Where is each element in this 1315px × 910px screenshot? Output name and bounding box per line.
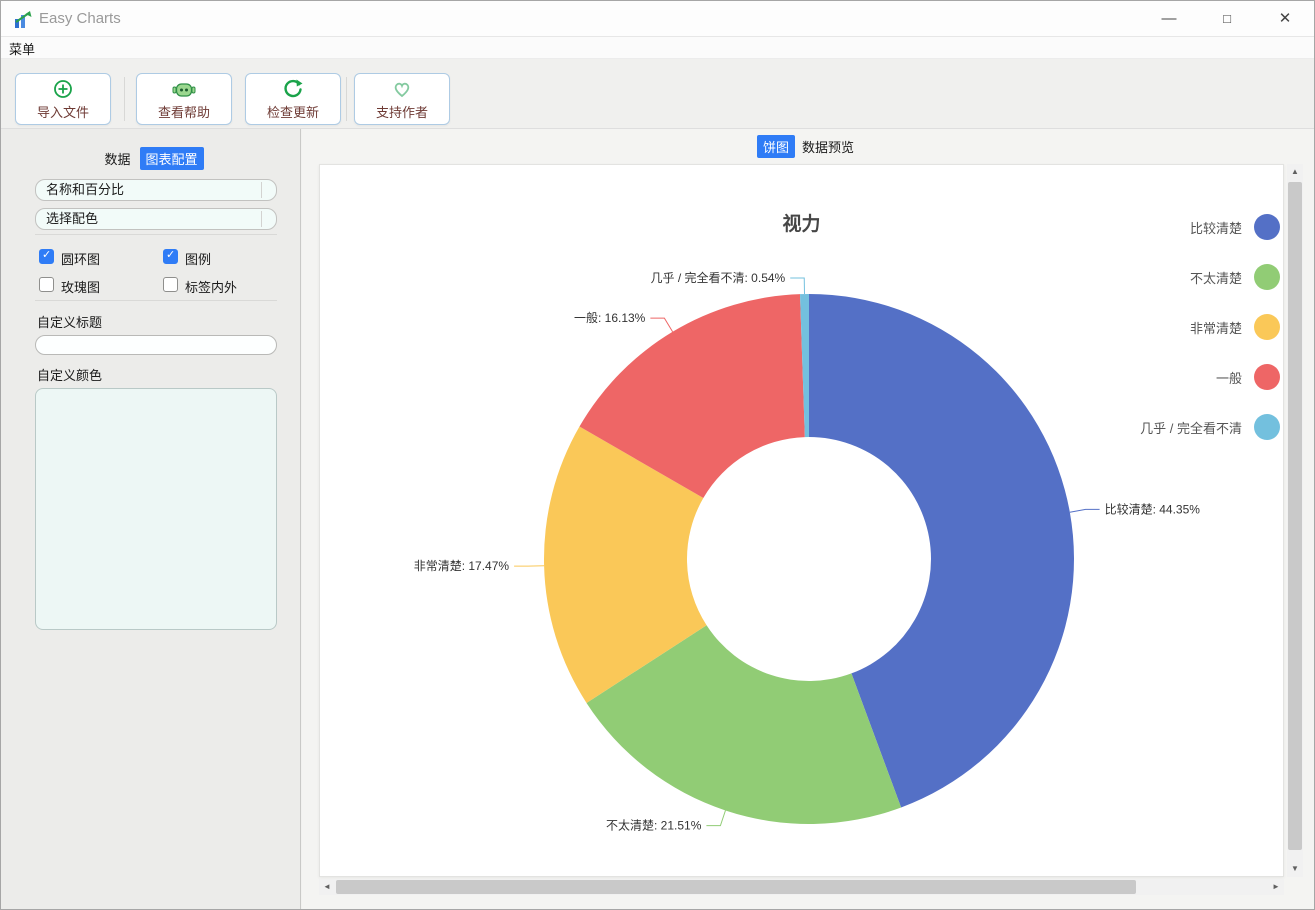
legend-label: 比较清楚 <box>1189 220 1242 236</box>
toolbar-separator <box>346 77 347 121</box>
custom-colors-label: 自定义颜色 <box>37 368 103 383</box>
toolbar: 导入文件 查看帮助 检查更新 支持作者 <box>1 59 1314 129</box>
menu-bar: 菜单 <box>1 37 1314 59</box>
checkbox-row: 玫瑰图 标签内外 <box>1 276 300 295</box>
chart-title: 视力 <box>782 214 821 235</box>
legend-item[interactable]: 比较清楚 <box>1140 214 1280 240</box>
check-update-label: 检查更新 <box>266 104 319 120</box>
scroll-right-icon[interactable]: ► <box>1272 882 1280 891</box>
app-title: Easy Charts <box>39 10 121 27</box>
legend-item[interactable]: 几乎 / 完全看不清 <box>1140 414 1280 440</box>
minimize-button[interactable]: — <box>1161 10 1177 27</box>
label-leader-line <box>790 277 806 295</box>
legend-item[interactable]: 不太清楚 <box>1140 264 1280 290</box>
separator <box>35 300 277 301</box>
horizontal-scrollbar[interactable]: ◄ ► <box>319 879 1284 895</box>
color-scheme-value: 选择配色 <box>46 211 99 226</box>
slice-label: 不太清楚: 21.51% <box>606 818 702 833</box>
label-mode-dropdown[interactable]: 名称和百分比 <box>35 179 277 201</box>
legend-color-dot <box>1254 214 1280 240</box>
pie-slice-4[interactable] <box>800 294 809 438</box>
label-mode-value: 名称和百分比 <box>46 182 125 197</box>
support-author-label: 支持作者 <box>375 104 428 120</box>
menu-item[interactable]: 菜单 <box>9 42 36 57</box>
tab-data[interactable]: 数据 <box>104 152 131 167</box>
slice-label: 非常清楚: 17.47% <box>414 559 510 573</box>
chart-legend: 比较清楚不太清楚非常清楚一般几乎 / 完全看不清 <box>1140 214 1280 440</box>
checkbox-row: 圆环图 图例 <box>1 248 300 267</box>
pie-chart-svg: 比较清楚: 44.35% 不太清楚: 21.51% 非常清楚: 17.47% 一般: … <box>414 270 1201 833</box>
dropdown-divider <box>261 211 262 227</box>
donut-checkbox[interactable] <box>39 248 54 264</box>
legend-color-dot <box>1254 314 1280 340</box>
legend-color-dot <box>1254 414 1280 440</box>
tab-pie-chart[interactable]: 饼图 <box>756 135 795 158</box>
view-help-button[interactable]: 查看帮助 <box>136 73 232 125</box>
legend-checkbox-label: 图例 <box>185 252 212 267</box>
legend-item[interactable]: 一般 <box>1140 364 1280 390</box>
dropdown-divider <box>261 182 262 198</box>
legend-checkbox[interactable] <box>163 248 178 264</box>
sidebar-tabs: 数据 图表配置 <box>1 147 300 170</box>
legend-color-dot <box>1254 264 1280 290</box>
custom-title-label: 自定义标题 <box>37 315 103 330</box>
color-scheme-dropdown[interactable]: 选择配色 <box>35 208 277 230</box>
support-author-button[interactable]: 支持作者 <box>354 73 450 125</box>
donut-checkbox-label: 圆环图 <box>61 252 101 267</box>
view-help-label: 查看帮助 <box>157 104 210 120</box>
config-panel: 数据 图表配置 名称和百分比 选择配色 圆环图 图例 玫瑰图 标签内外 自定义标… <box>1 129 301 909</box>
pie-slice-3[interactable] <box>579 294 805 499</box>
label-leader-line <box>706 810 726 827</box>
legend-label: 不太清楚 <box>1189 270 1242 286</box>
horizontal-scroll-thumb[interactable] <box>336 880 1136 894</box>
slice-label: 几乎 / 完全看不清: 0.54% <box>651 270 786 285</box>
legend-label: 一般 <box>1215 370 1242 386</box>
title-bar: Easy Charts — □ ✕ <box>1 1 1314 37</box>
label-position-checkbox-label: 标签内外 <box>185 280 238 295</box>
maximize-button[interactable]: □ <box>1223 11 1231 26</box>
pie-slice-0[interactable] <box>809 294 1074 808</box>
import-file-button[interactable]: 导入文件 <box>15 73 111 125</box>
legend-color-dot <box>1254 364 1280 390</box>
check-update-icon <box>284 79 303 97</box>
legend-label: 非常清楚 <box>1189 320 1242 336</box>
custom-title-input[interactable] <box>35 335 277 355</box>
import-file-icon <box>54 79 72 98</box>
label-position-checkbox[interactable] <box>163 277 178 292</box>
toolbar-separator <box>124 77 125 121</box>
pie-slice-2[interactable] <box>544 426 707 703</box>
tab-data-preview[interactable]: 数据预览 <box>802 140 855 155</box>
legend-label: 几乎 / 完全看不清 <box>1140 420 1242 436</box>
slice-label: 一般: 16.13% <box>574 310 646 325</box>
custom-colors-textarea[interactable] <box>35 388 277 630</box>
pie-slice-1[interactable] <box>586 625 902 824</box>
slice-label: 比较清楚: 44.35% <box>1105 501 1201 516</box>
main-tabs: 饼图 数据预览 <box>302 135 1314 158</box>
check-update-button[interactable]: 检查更新 <box>245 73 341 125</box>
scroll-down-icon[interactable]: ▼ <box>1291 864 1299 873</box>
main-area: 饼图 数据预览 比较清楚: 44.35% 不太清楚: 21.51% 非常清楚: 17… <box>302 129 1314 909</box>
app-logo-chart-icon <box>15 11 32 28</box>
label-leader-line <box>650 317 674 333</box>
chart-canvas: 比较清楚: 44.35% 不太清楚: 21.51% 非常清楚: 17.47% 一般: … <box>319 164 1284 877</box>
vertical-scroll-thumb[interactable] <box>1288 182 1302 850</box>
scroll-up-icon[interactable]: ▲ <box>1291 167 1299 176</box>
help-robot-icon <box>172 82 196 97</box>
vertical-scrollbar[interactable]: ▲ ▼ <box>1287 164 1303 877</box>
label-leader-line <box>1069 508 1100 513</box>
support-author-heart-icon <box>394 82 410 97</box>
legend-item[interactable]: 非常清楚 <box>1140 314 1280 340</box>
tab-chart-config[interactable]: 图表配置 <box>139 147 204 170</box>
rose-checkbox-label: 玫瑰图 <box>61 280 101 295</box>
rose-checkbox[interactable] <box>39 277 54 292</box>
close-button[interactable]: ✕ <box>1278 10 1292 27</box>
separator <box>35 234 277 235</box>
import-file-label: 导入文件 <box>36 104 89 120</box>
scroll-left-icon[interactable]: ◄ <box>323 882 331 891</box>
